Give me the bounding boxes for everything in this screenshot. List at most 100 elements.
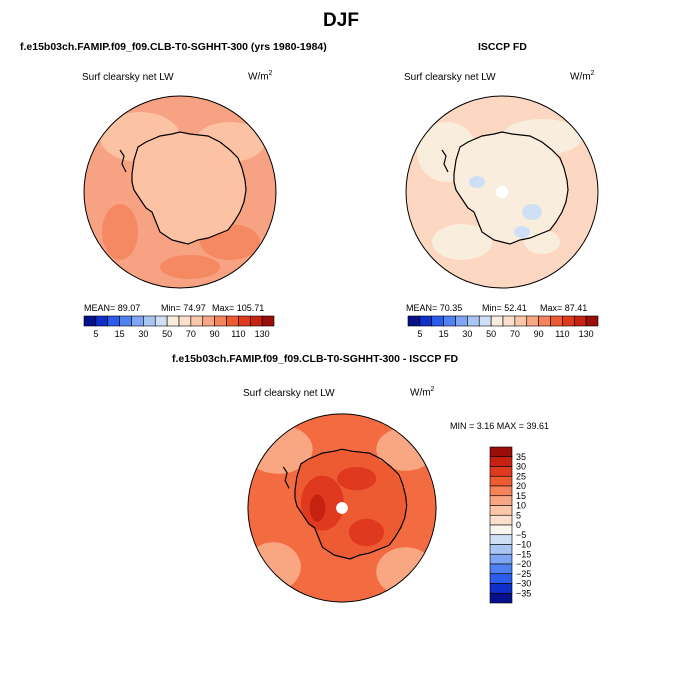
- panel-2-mean: MEAN= 70.35: [406, 303, 463, 313]
- colorbar-swatch: [178, 315, 192, 327]
- colorbar-tick-label: 90: [210, 329, 220, 339]
- panel-2-max: Max= 87.41: [540, 303, 588, 313]
- colorbar-tick-label: 5: [516, 510, 521, 520]
- colorbar-tick-label: −10: [516, 540, 531, 550]
- colorbar-swatch: [238, 315, 251, 327]
- colorbar-swatch: [467, 315, 480, 327]
- colorbar-swatch: [226, 315, 239, 327]
- panel-1-map-border: [83, 95, 277, 289]
- panel-2-units: W/m2: [570, 70, 595, 83]
- colorbar-swatch: [489, 573, 513, 584]
- colorbar-tick-label: 15: [439, 329, 449, 339]
- panel-2-min: Min= 52.41: [482, 303, 527, 313]
- colorbar-tick-label: 0: [516, 520, 521, 530]
- colorbar-tick-label: 50: [162, 329, 172, 339]
- colorbar-tick-label: −30: [516, 579, 531, 589]
- colorbar-swatch: [489, 563, 513, 575]
- colorbar-swatch: [573, 315, 587, 327]
- colorbar-swatch: [489, 544, 513, 555]
- colorbar-tick-label: 10: [516, 501, 526, 511]
- colorbar-swatch: [166, 315, 180, 327]
- panel-1-map: [83, 95, 277, 289]
- colorbar-swatch: [478, 315, 492, 327]
- colorbar-tick-label: −20: [516, 559, 531, 569]
- colorbar-tick-label: 30: [516, 462, 526, 472]
- panel-2-coastline: [453, 131, 569, 245]
- colorbar-tick-label: 20: [516, 481, 526, 491]
- colorbar-swatch: [443, 315, 456, 327]
- colorbar-swatch: [489, 475, 513, 487]
- colorbar-swatch: [143, 315, 156, 327]
- colorbar-swatch: [489, 456, 513, 467]
- colorbar-swatch: [550, 315, 563, 327]
- colorbar-swatch: [489, 534, 513, 545]
- colorbar-swatch: [419, 315, 433, 327]
- colorbar-tick-label: 5: [417, 329, 422, 339]
- panel-3-coastline: [294, 448, 408, 560]
- colorbar-swatch: [489, 495, 513, 506]
- colorbar-swatch: [190, 315, 204, 327]
- colorbar-tick-label: −5: [516, 530, 526, 540]
- colorbar-tick-label: 70: [510, 329, 520, 339]
- colorbar-swatch: [489, 466, 513, 477]
- panel-1-units: W/m2: [248, 70, 273, 83]
- colorbar-tick-label: 130: [255, 329, 270, 339]
- colorbar-tick-label: 15: [516, 491, 526, 501]
- colorbar-tick-label: 5: [93, 329, 98, 339]
- colorbar-swatch: [526, 315, 539, 327]
- colorbar-swatch: [562, 315, 575, 327]
- panel-2-field-label: Surf clearsky net LW: [404, 72, 496, 83]
- colorbar-swatch: [489, 514, 513, 526]
- colorbar-tick-label: 25: [516, 471, 526, 481]
- panel-3-field-label: Surf clearsky net LW: [243, 388, 335, 399]
- panel-3-subtitle: f.e15b03ch.FAMIP.f09_f09.CLB-T0-SGHHT-30…: [172, 353, 459, 365]
- panel-3-map: [247, 413, 437, 603]
- colorbar-swatch: [83, 315, 97, 327]
- colorbar-swatch: [249, 315, 263, 327]
- colorbar-swatch: [490, 315, 504, 327]
- colorbar-swatch: [514, 315, 528, 327]
- colorbar-tick-label: 70: [186, 329, 196, 339]
- panel-1-mean: MEAN= 89.07: [84, 303, 141, 313]
- panel-2-colorbar: 5 15 30 50 70 90 110 130: [407, 315, 599, 339]
- panel-3-units: W/m2: [410, 386, 435, 399]
- colorbar-swatch: [107, 315, 120, 327]
- colorbar-swatch: [502, 315, 516, 327]
- colorbar-swatch: [154, 315, 168, 327]
- colorbar-swatch: [131, 315, 144, 327]
- colorbar-swatch: [489, 505, 513, 516]
- panel-3-map-border: [247, 413, 437, 603]
- colorbar-tick-label: 15: [115, 329, 125, 339]
- colorbar-swatch: [489, 446, 513, 458]
- colorbar-swatch: [202, 315, 215, 327]
- panel-1-subtitle: f.e15b03ch.FAMIP.f09_f09.CLB-T0-SGHHT-30…: [20, 41, 327, 53]
- colorbar-swatch: [407, 315, 421, 327]
- colorbar-tick-label: −25: [516, 569, 531, 579]
- colorbar-swatch: [489, 553, 513, 565]
- panel-1-min: Min= 74.97: [161, 303, 206, 313]
- panel-2-map: [405, 95, 599, 289]
- colorbar-tick-label: 90: [534, 329, 544, 339]
- panel-1-coastline: [131, 131, 247, 245]
- colorbar-swatch: [214, 315, 227, 327]
- colorbar-swatch: [431, 315, 444, 327]
- panel-3-minmax: MIN = 3.16 MAX = 39.61: [450, 421, 550, 431]
- panel-2-map-border: [405, 95, 599, 289]
- colorbar-swatch: [95, 315, 109, 327]
- colorbar-tick-label: 110: [555, 329, 569, 339]
- colorbar-tick-label: 30: [462, 329, 472, 339]
- colorbar-swatch: [261, 315, 275, 327]
- panel-1-colorbar: 5 15 30 50 70 90 110 130: [83, 315, 275, 339]
- colorbar-tick-label: −15: [516, 549, 531, 559]
- colorbar-tick-label: −35: [516, 588, 531, 598]
- panel-2-subtitle: ISCCP FD: [478, 41, 527, 53]
- colorbar-swatch: [585, 315, 599, 327]
- panel-1-max: Max= 105.71: [212, 303, 265, 313]
- colorbar-tick-label: 50: [486, 329, 496, 339]
- colorbar-swatch: [489, 583, 513, 594]
- panel-1-field-label: Surf clearsky net LW: [82, 72, 174, 83]
- colorbar-tick-label: 30: [138, 329, 148, 339]
- colorbar-swatch: [119, 315, 132, 327]
- colorbar-swatch: [489, 485, 513, 497]
